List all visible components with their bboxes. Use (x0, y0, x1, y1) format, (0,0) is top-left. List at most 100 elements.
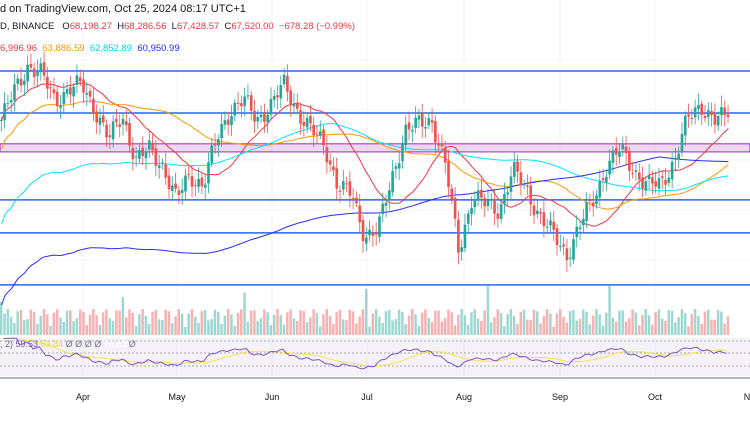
volume-bar (269, 325, 273, 335)
close-value: 67,520.00 (231, 21, 274, 32)
candle (322, 129, 325, 146)
x-tick-nov: N (743, 392, 750, 402)
x-tick-oct: Oct (647, 392, 663, 402)
open-value: 68,198.27 (69, 21, 112, 32)
candle (124, 121, 128, 126)
volume-bar (614, 321, 618, 335)
na-2: Ø (75, 339, 83, 349)
volume-bar (631, 309, 634, 335)
volume-bar (555, 313, 559, 335)
ma-50-line (1, 100, 729, 210)
candle (529, 185, 533, 205)
candle (585, 202, 588, 222)
volume-bar (332, 323, 335, 335)
volume-bar (457, 314, 460, 335)
volume-bar (200, 311, 204, 335)
volume-bar (351, 311, 355, 335)
candle (631, 173, 634, 175)
candle (496, 213, 500, 219)
volume-bar (667, 310, 670, 335)
volume-bar (381, 322, 384, 335)
volume-bar (115, 310, 118, 335)
candle (654, 181, 657, 187)
volume-bar (466, 324, 470, 335)
candle (407, 122, 411, 130)
volume-bar (263, 309, 266, 335)
volume-bar (256, 321, 259, 335)
candle (549, 220, 552, 226)
candle (641, 177, 644, 189)
candle (519, 172, 523, 186)
volume-bar (559, 309, 562, 335)
candle (180, 189, 184, 194)
candle (115, 119, 118, 123)
volume-bar (187, 313, 190, 335)
ohlc-legend: D, BINANCE O68,198.27 H68,286.56 L67,428… (0, 21, 355, 32)
volume-bar (82, 312, 85, 335)
candle (578, 227, 582, 229)
candle (105, 124, 108, 138)
volume-bar (72, 321, 75, 335)
candle (16, 78, 20, 84)
candle (716, 115, 720, 126)
candle (628, 150, 631, 171)
candle (532, 205, 536, 216)
volume-bar (549, 313, 552, 335)
candle (177, 190, 181, 195)
candle (598, 180, 602, 198)
candle (26, 64, 29, 82)
candle (371, 232, 375, 236)
volume-bar (424, 309, 427, 335)
price-chart[interactable] (0, 0, 750, 395)
candle (365, 237, 368, 244)
candle (318, 131, 322, 136)
candle (46, 76, 49, 89)
candle (647, 175, 651, 180)
low-value: 67,428.57 (176, 21, 220, 32)
ma-50-value: 63,886.59 (42, 43, 85, 54)
support-zone (0, 143, 750, 153)
volume-bar (154, 309, 158, 335)
volume-bar (706, 309, 710, 335)
volume-bar (266, 312, 269, 335)
candle (170, 185, 174, 192)
candle (374, 233, 378, 235)
rsi-background (0, 338, 750, 376)
volume-bar (601, 325, 605, 335)
volume-bar (578, 318, 582, 335)
ma-20-line (1, 82, 729, 227)
volume-bar (414, 314, 417, 335)
candle (341, 181, 345, 190)
rsi-value: 59.53 (15, 339, 39, 349)
volume-bar (716, 309, 720, 335)
candle (572, 239, 575, 260)
volume-bar (312, 309, 315, 335)
candle (259, 114, 263, 118)
candle (13, 84, 16, 101)
volume-bar (23, 320, 26, 335)
candle (588, 200, 592, 202)
candle (447, 161, 450, 188)
volume-bar (9, 316, 13, 335)
candle (72, 86, 75, 97)
volume-bar (486, 285, 490, 335)
volume-bar (670, 310, 674, 335)
candle (194, 185, 197, 187)
candle (210, 145, 214, 164)
volume-bar (621, 310, 624, 335)
volume-bar (101, 312, 105, 335)
candle (637, 172, 641, 180)
candle (703, 116, 707, 118)
volume-bar (151, 311, 154, 335)
candle (440, 143, 444, 147)
volume-bar (111, 321, 115, 335)
volume-bar (220, 324, 223, 335)
candle (164, 164, 168, 178)
volume-bar (697, 316, 700, 335)
volume-bar (65, 310, 69, 335)
candle (463, 224, 467, 249)
volume-bar (358, 316, 361, 335)
candle (88, 90, 92, 97)
volume-bar (335, 311, 338, 335)
candle (611, 150, 615, 164)
